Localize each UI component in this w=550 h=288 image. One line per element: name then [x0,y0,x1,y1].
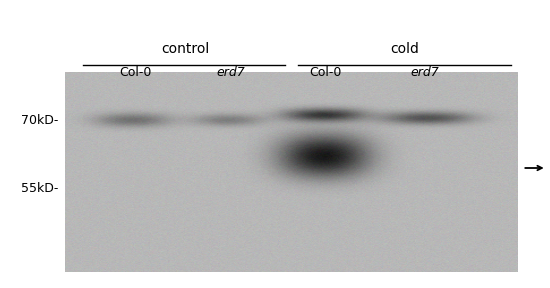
Text: Col-0: Col-0 [119,66,151,79]
Text: 55kD-: 55kD- [21,181,58,194]
Text: control: control [161,41,209,56]
Text: erd7: erd7 [411,66,439,79]
Text: Col-0: Col-0 [309,66,342,79]
Text: cold: cold [390,41,419,56]
Text: erd7: erd7 [216,66,245,79]
Text: 70kD-: 70kD- [21,113,58,126]
